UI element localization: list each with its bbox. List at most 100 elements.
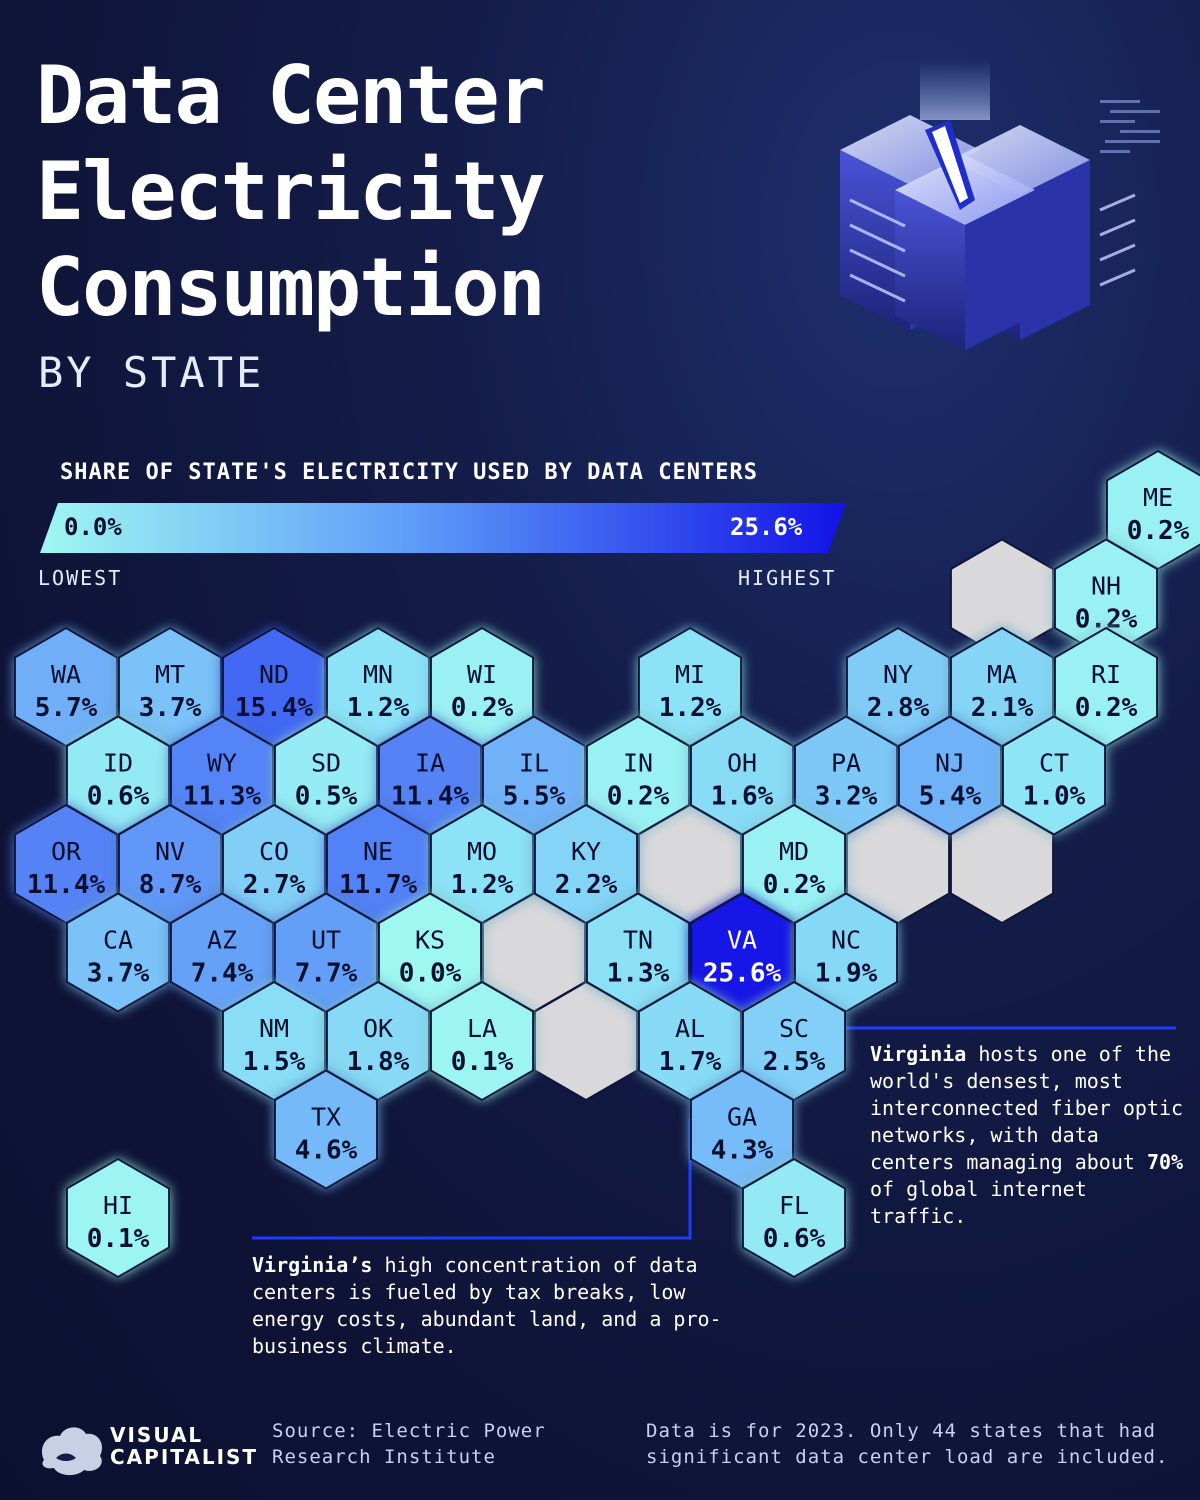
state-hex-wi: WI 0.2% (429, 626, 535, 748)
virginia-note-concentration: Virginia’s high concentration of data ce… (252, 1252, 722, 1360)
state-hex-in: IN 0.2% (585, 715, 691, 836)
logo-wordmark: VISUAL CAPITALIST (110, 1424, 258, 1468)
legend-min-label: 0.0% (64, 513, 122, 541)
state-value-label: 0.0% (399, 959, 462, 989)
state-code-label: IN (623, 749, 653, 778)
title-line-3: Consumption (36, 241, 546, 334)
state-value-label: 5.7% (35, 693, 98, 723)
state-value-label: 11.4% (27, 870, 106, 900)
state-value-label: 0.6% (763, 1224, 826, 1254)
state-code-label: LA (467, 1014, 497, 1043)
note1-text-a: hosts one of the world's densest, most i… (870, 1042, 1184, 1174)
state-code-label: ME (1143, 483, 1173, 512)
state-value-label: 4.6% (295, 1136, 358, 1166)
state-value-label: 0.1% (451, 1047, 514, 1077)
state-value-label: 0.2% (1127, 516, 1190, 546)
state-code-label: MI (675, 660, 705, 689)
state-code-label: RI (1091, 660, 1121, 689)
virginia-note-fiber: Virginia hosts one of the world's denses… (870, 1041, 1190, 1230)
state-value-label: 15.4% (235, 693, 314, 723)
state-hex-shape (897, 715, 1003, 836)
note1-bold-pct: 70% (1146, 1150, 1184, 1174)
state-value-label: 1.5% (243, 1047, 306, 1077)
state-hex-nj: NJ 5.4% (897, 715, 1003, 836)
source-line-2: Research Institute (272, 1446, 496, 1468)
state-hex-ia: IA 11.4% (377, 715, 483, 836)
state-code-label: NM (259, 1014, 289, 1043)
state-code-label: WI (467, 660, 497, 689)
state-code-label: OK (363, 1014, 393, 1043)
state-value-label: 1.7% (659, 1047, 722, 1077)
state-code-label: MT (155, 660, 185, 689)
state-code-label: OR (51, 837, 82, 866)
state-hex-ma: MA 2.1% (949, 626, 1055, 748)
state-value-label: 2.7% (243, 870, 306, 900)
state-code-label: ID (103, 749, 133, 778)
state-code-label: AZ (207, 926, 237, 955)
footnote: Data is for 2023. Only 44 states that ha… (646, 1418, 1186, 1470)
state-value-label: 11.7% (339, 870, 418, 900)
visual-capitalist-logo (41, 1427, 103, 1476)
legend-highest-caption: HIGHEST (738, 566, 837, 590)
state-value-label: 1.8% (347, 1047, 410, 1077)
state-hex-mo: MO 1.2% (429, 803, 535, 925)
page-subtitle: BY STATE (38, 348, 265, 397)
state-hex-shape (65, 892, 171, 1013)
state-value-label: 1.2% (347, 693, 410, 723)
state-code-label: FL (779, 1191, 809, 1220)
state-code-label: TX (311, 1103, 341, 1132)
state-value-label: 3.2% (815, 782, 878, 812)
state-value-label: 1.0% (1023, 782, 1086, 812)
state-value-label: 2.8% (867, 693, 930, 723)
state-code-label: GA (727, 1103, 757, 1132)
state-hex-ct: CT 1.0% (1001, 715, 1107, 836)
state-code-label: WA (51, 660, 81, 689)
note2-bold: Virginia’s (252, 1253, 373, 1277)
state-value-label: 2.1% (971, 693, 1034, 723)
state-code-label: NV (155, 837, 185, 866)
state-value-label: 1.6% (711, 782, 774, 812)
state-hex-ne: NE 11.7% (325, 803, 431, 925)
state-code-label: CT (1039, 749, 1069, 778)
state-hex-nv: NV 8.7% (117, 803, 223, 925)
state-code-label: MO (467, 837, 497, 866)
state-hex-wa: WA 5.7% (13, 626, 119, 748)
state-hex-sd: SD 0.5% (273, 715, 379, 836)
state-value-label: 0.2% (763, 870, 826, 900)
state-hex-id: ID 0.6% (65, 715, 171, 836)
state-hex-tn: TN 1.3% (585, 892, 691, 1013)
state-value-label: 11.3% (183, 782, 262, 812)
state-code-label: KS (415, 926, 445, 955)
state-hex-shape (741, 1157, 847, 1279)
state-code-label: TN (623, 926, 653, 955)
state-code-label: AL (675, 1014, 705, 1043)
state-code-label: CA (103, 926, 133, 955)
state-hex-sc: SC 2.5% (741, 980, 847, 1102)
state-value-label: 0.2% (451, 693, 514, 723)
title-line-2: Electricity (36, 145, 546, 238)
state-code-label: SC (779, 1014, 809, 1043)
footnote-line-1: Data is for 2023. Only 44 states that ha… (646, 1420, 1156, 1442)
footnote-line-2: significant data center load are include… (646, 1446, 1169, 1468)
logo-line-2: CAPITALIST (110, 1445, 259, 1469)
state-value-label: 3.7% (87, 959, 150, 989)
state-hex-va: VA 25.6% (689, 892, 795, 1013)
state-hex-nd: ND 15.4% (221, 626, 327, 748)
state-hex-shape (1001, 715, 1107, 836)
state-code-label: CO (259, 837, 289, 866)
state-code-label: KY (571, 837, 601, 866)
note1-text-b: of global internet traffic. (870, 1177, 1087, 1228)
legend-gradient-bar (40, 503, 846, 553)
state-hex-nh: NH0.2% (1053, 538, 1159, 659)
state-value-label: 0.5% (295, 782, 358, 812)
state-hex-nc: NC 1.9% (793, 892, 899, 1013)
state-code-label: SD (311, 749, 341, 778)
state-code-label: NC (831, 926, 861, 955)
state-value-label: 0.2% (1075, 693, 1138, 723)
legend-title: SHARE OF STATE'S ELECTRICITY USED BY DAT… (60, 460, 759, 485)
state-code-label: UT (311, 926, 341, 955)
state-value-label: 0.6% (87, 782, 150, 812)
state-hex-tx: TX 4.6% (273, 1069, 379, 1190)
state-hex-md: MD 0.2% (741, 803, 847, 925)
